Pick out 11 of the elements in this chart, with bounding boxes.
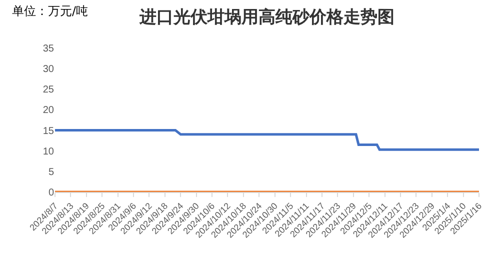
y-tick-label: 15 — [42, 126, 54, 137]
y-tick-label: 0 — [48, 188, 54, 198]
y-tick-label: 25 — [42, 84, 54, 96]
y-tick-label: 10 — [42, 146, 54, 158]
y-tick-label: 5 — [48, 166, 54, 178]
y-tick-label: 30 — [42, 64, 54, 76]
chart-title: 进口光伏坩埚用高纯砂价格走势图 — [138, 8, 394, 28]
text: 单位：万元/吨 — [12, 4, 88, 18]
y-tick-label: 20 — [42, 105, 54, 116]
line-series — [55, 129, 479, 151]
y-tick-label: 35 — [42, 44, 54, 54]
